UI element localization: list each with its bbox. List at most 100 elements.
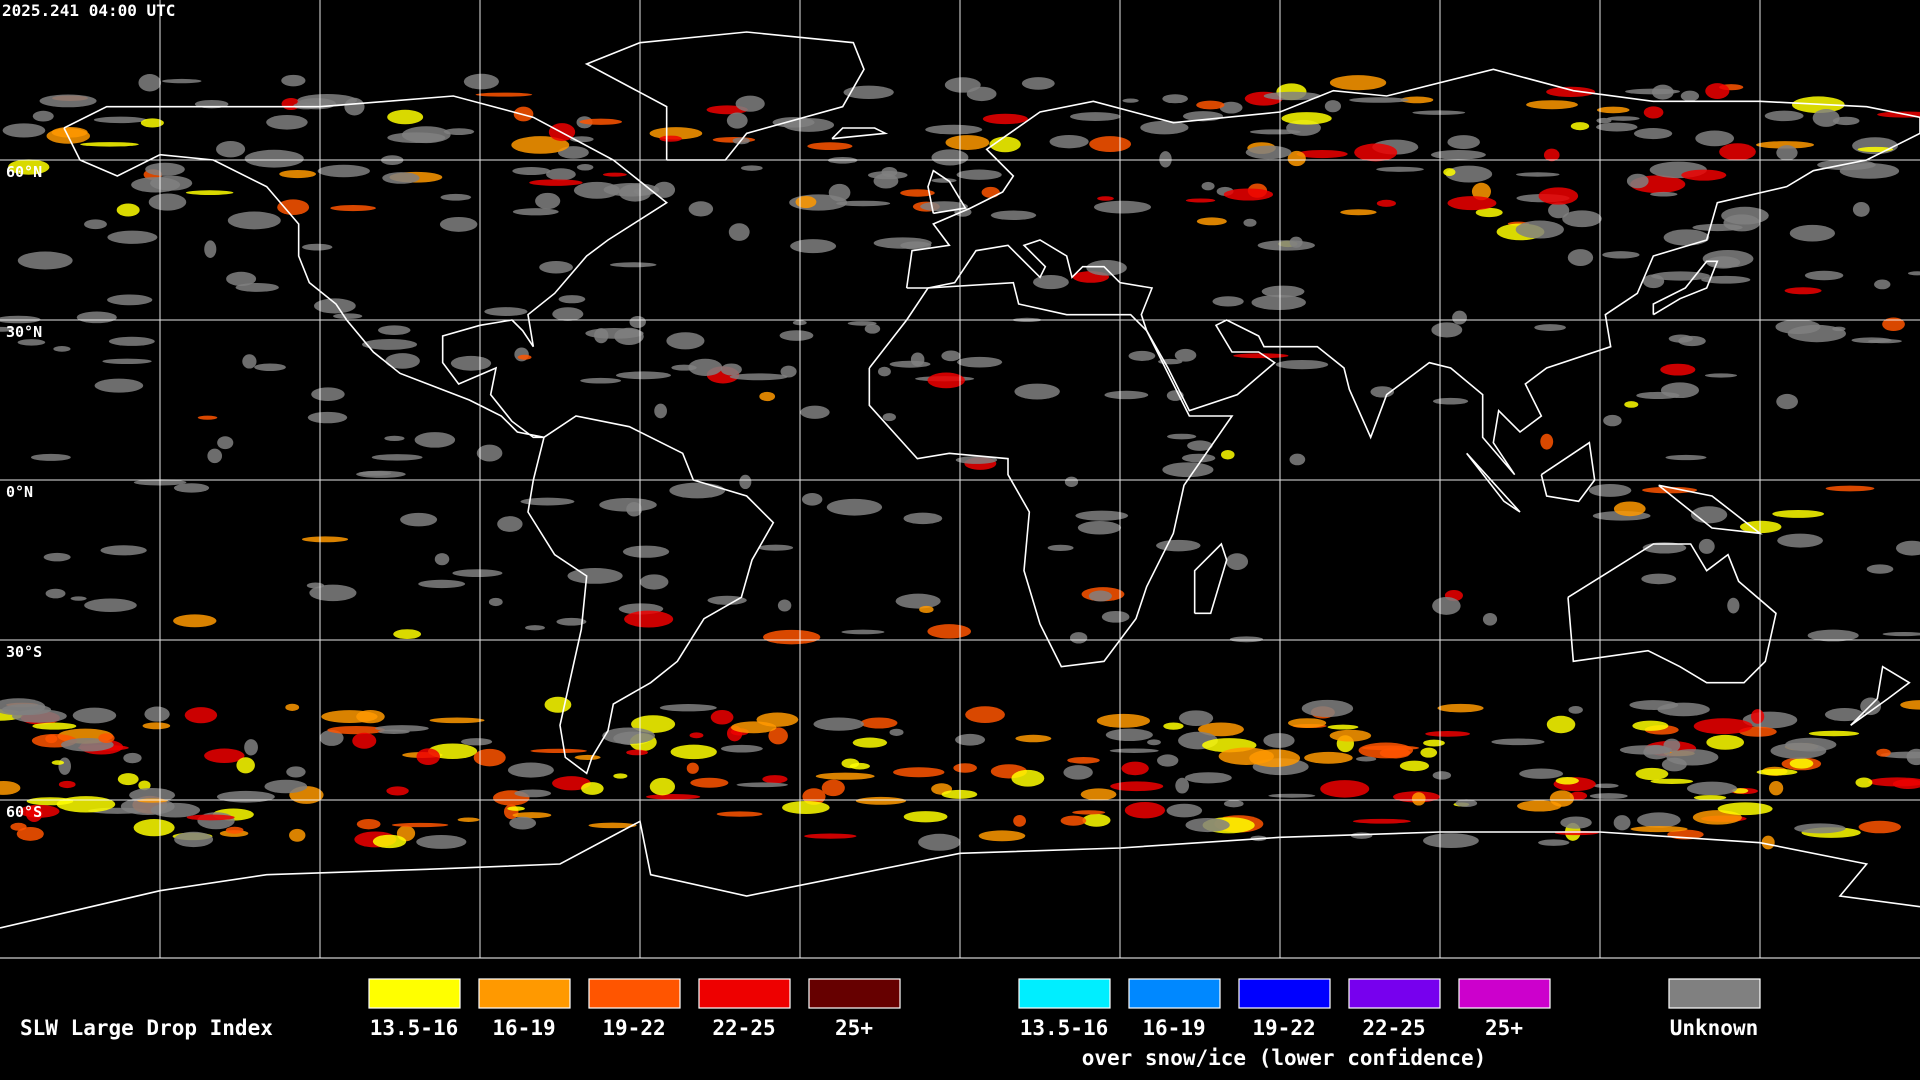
cloud-patch xyxy=(1475,207,1503,218)
cloud-patch xyxy=(1184,772,1232,784)
cloud-patch xyxy=(1181,453,1216,463)
cloud-patch xyxy=(98,733,115,743)
cloud-patch xyxy=(1014,383,1060,400)
cloud-patch xyxy=(990,210,1037,221)
cloud-patch xyxy=(1221,450,1235,460)
cloud-patch xyxy=(45,734,58,744)
cloud-patch xyxy=(525,625,545,631)
cloud-patch xyxy=(1693,795,1727,801)
cloud-patch xyxy=(1287,718,1327,728)
cloud-patch xyxy=(1567,249,1594,266)
cloud-patch xyxy=(1546,86,1596,98)
cloud-patch xyxy=(385,353,420,369)
cloud-patch xyxy=(1101,610,1130,623)
cloud-patch xyxy=(1281,112,1332,125)
cloud-patch xyxy=(0,326,15,332)
cloud-patch xyxy=(710,709,734,725)
cloud-patch xyxy=(826,498,883,516)
cloud-patch xyxy=(1324,100,1341,113)
cloud-patch xyxy=(327,725,385,735)
cloud-patch xyxy=(1128,350,1156,361)
cloud-patch xyxy=(763,629,821,645)
cloud-patch xyxy=(1543,148,1560,162)
cloud-patch xyxy=(17,251,73,270)
cloud-patch xyxy=(953,763,977,773)
coastline xyxy=(1652,260,1719,316)
cloud-patch xyxy=(1719,143,1756,161)
cloud-patch xyxy=(1361,745,1420,751)
lat-label: 30°S xyxy=(6,643,42,661)
cloud-patch xyxy=(1895,540,1920,556)
cloud-patch xyxy=(204,748,245,764)
cloud-patch xyxy=(1229,636,1264,643)
cloud-patch xyxy=(1196,100,1225,110)
cloud-patch xyxy=(25,805,43,822)
lat-label: 30°N xyxy=(6,323,42,341)
cloud-patch xyxy=(173,614,217,628)
cloud-patch xyxy=(58,780,76,789)
cloud-patch xyxy=(654,403,667,419)
cloud-patch xyxy=(609,262,657,268)
cloud-patch xyxy=(358,470,392,476)
cloud-patch xyxy=(1399,760,1430,772)
cloud-patch xyxy=(1304,751,1353,764)
cloud-patch xyxy=(142,722,171,730)
cloud-patch xyxy=(434,553,450,566)
cloud-patch xyxy=(1705,83,1730,99)
cloud-patch xyxy=(387,109,424,125)
cloud-patch xyxy=(690,777,729,788)
cloud-patch xyxy=(1174,348,1197,362)
cloud-patch xyxy=(966,86,997,102)
cloud-patch xyxy=(1063,765,1093,780)
cloud-patch xyxy=(131,177,181,193)
coastline xyxy=(1850,665,1911,726)
cloud-patch xyxy=(895,593,941,609)
cloud-patch xyxy=(225,826,244,834)
cloud-patch xyxy=(116,203,140,217)
cloud-patch xyxy=(1633,128,1673,140)
cloud-patch xyxy=(1858,820,1902,834)
cloud-patch xyxy=(544,696,572,713)
cloud-patch xyxy=(1768,781,1784,796)
cloud-patch xyxy=(1596,106,1630,114)
cloud-patch xyxy=(1423,833,1479,849)
cloud-patch xyxy=(100,545,147,556)
cloud-patch xyxy=(1349,97,1409,103)
cloud-patch xyxy=(108,336,155,346)
cloud-patch xyxy=(1882,631,1920,637)
cloud-patch xyxy=(1756,141,1814,149)
cloud-patch xyxy=(1825,485,1875,492)
cloud-patch xyxy=(945,135,990,150)
cloud-patch xyxy=(16,827,44,841)
cloud-patch xyxy=(580,377,622,384)
coastline xyxy=(1466,452,1521,513)
cloud-patch xyxy=(107,294,153,306)
cloud-patch xyxy=(1069,632,1088,644)
cloud-patch xyxy=(1245,145,1292,160)
cloud-patch xyxy=(1785,737,1837,752)
legend-swatch xyxy=(1458,978,1551,1009)
cloud-patch xyxy=(1546,715,1576,734)
cloud-patch xyxy=(8,159,50,175)
cloud-patch xyxy=(688,201,714,217)
legend-swatch xyxy=(1668,978,1761,1009)
legend-label: 16-19 xyxy=(1142,1016,1205,1040)
cloud-patch xyxy=(1064,476,1079,488)
cloud-patch xyxy=(1400,96,1434,104)
cloud-patch xyxy=(1812,109,1840,127)
cloud-patch xyxy=(1568,705,1583,714)
cloud-patch xyxy=(306,582,325,589)
cloud-patch xyxy=(1443,168,1456,177)
legend-label: 19-22 xyxy=(1252,1016,1315,1040)
cloud-patch xyxy=(1706,734,1745,750)
cloud-patch xyxy=(1166,390,1184,401)
cloud-patch xyxy=(1668,334,1693,343)
cloud-patch xyxy=(779,330,814,341)
cloud-patch xyxy=(512,167,551,175)
cloud-patch xyxy=(217,436,234,450)
cloud-patch xyxy=(1756,768,1798,776)
cloud-patch xyxy=(903,512,943,525)
cloud-patch xyxy=(1650,778,1694,784)
cloud-patch xyxy=(873,237,932,249)
cloud-patch xyxy=(720,363,742,376)
